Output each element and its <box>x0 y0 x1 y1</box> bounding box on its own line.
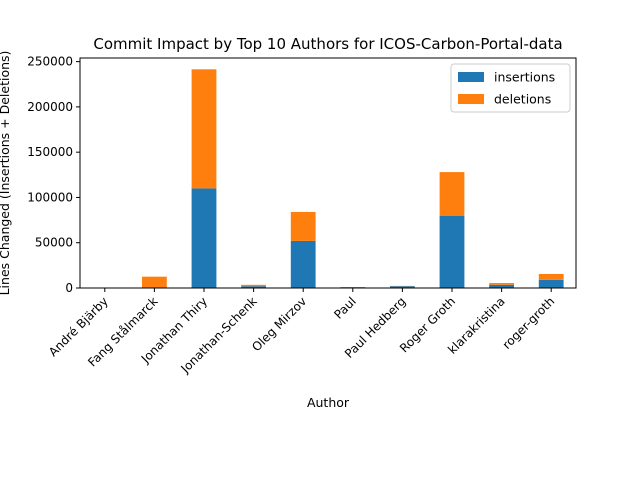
y-tick-label-2: 100000 <box>27 190 73 204</box>
bar-deletions-2 <box>191 69 217 189</box>
bar-deletions-8 <box>489 283 514 285</box>
legend: insertions deletions <box>450 63 571 113</box>
bar-deletions-7 <box>439 172 465 217</box>
bar-insertions-8 <box>489 284 514 288</box>
legend-swatch-deletions <box>458 94 484 104</box>
legend-swatch-insertions <box>458 72 484 82</box>
legend-label-deletions: deletions <box>494 92 551 107</box>
plot-frame <box>79 57 577 289</box>
y-tick-label-4: 200000 <box>27 100 73 114</box>
bar-insertions-3 <box>241 286 266 288</box>
x-axis-label: Author <box>307 395 350 410</box>
bars-group <box>92 69 564 288</box>
bar-insertions-9 <box>538 279 564 288</box>
y-tick-label-0: 0 <box>65 281 73 295</box>
x-tick-label-9: roger-groth <box>500 294 558 352</box>
bar-insertions-2 <box>191 188 217 288</box>
bar-deletions-4 <box>290 211 316 241</box>
bar-deletions-1 <box>142 276 167 288</box>
bar-deletions-3 <box>241 284 266 287</box>
chart-title: Commit Impact by Top 10 Authors for ICOS… <box>93 35 562 53</box>
y-tick-label-5: 250000 <box>27 55 73 69</box>
bar-insertions-4 <box>290 240 316 288</box>
legend-label-insertions: insertions <box>494 70 555 85</box>
bar-deletions-5 <box>340 287 366 288</box>
y-axis: 0 50000 100000 150000 200000 250000 <box>27 55 80 295</box>
bar-deletions-9 <box>538 273 564 280</box>
bar-insertions-7 <box>439 216 465 288</box>
x-tick-label-5: Paul <box>331 294 359 322</box>
y-tick-label-3: 150000 <box>27 145 73 159</box>
y-tick-label-1: 50000 <box>35 236 73 250</box>
y-axis-label: Lines Changed (Insertions + Deletions) <box>0 51 12 296</box>
bar-insertions-6 <box>390 286 415 288</box>
